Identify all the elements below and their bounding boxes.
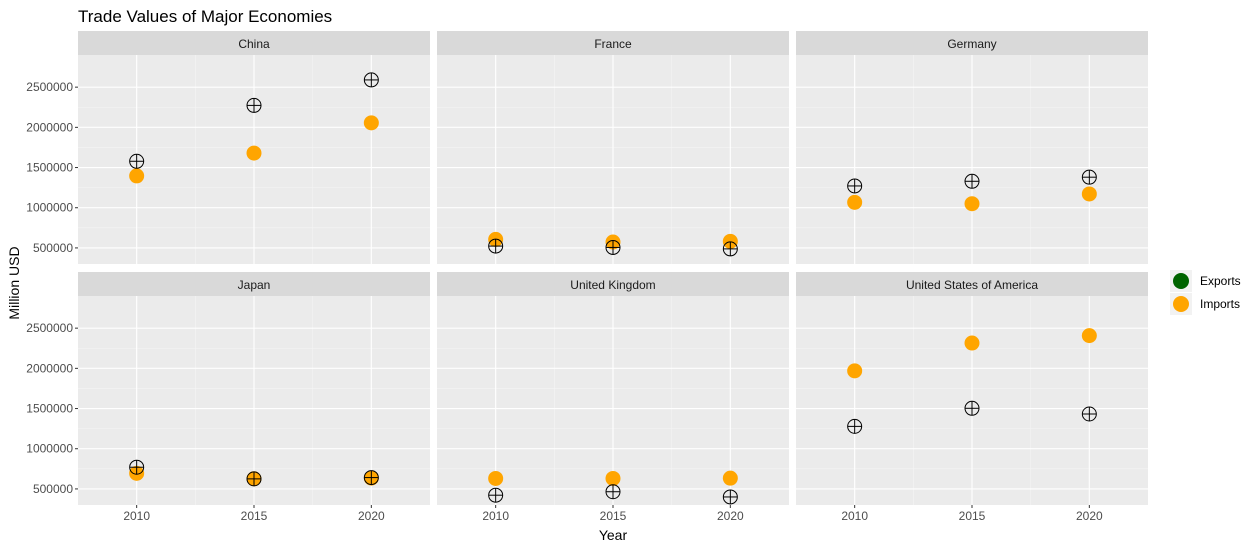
imports-point [488, 470, 504, 486]
exports-point [1081, 169, 1097, 185]
y-axis-title: Million USD [6, 246, 22, 319]
exports-point [605, 484, 621, 500]
x-tick-label: 2020 [717, 509, 744, 523]
legend-label: Imports [1200, 297, 1240, 311]
exports-point [363, 72, 379, 88]
y-tick-label: 1000000 [26, 442, 73, 456]
y-tick-label: 1500000 [26, 402, 73, 416]
panel: France [437, 31, 789, 264]
imports-point [129, 168, 145, 184]
exports-point [363, 470, 379, 486]
y-axes: 500000 1000000 1500000 2000000 2500000 500000… [26, 80, 78, 496]
strip-label: China [238, 37, 270, 51]
panel: United Kingdom [437, 272, 789, 505]
strip-label: United Kingdom [570, 278, 655, 292]
x-tick-label: 2015 [959, 509, 986, 523]
exports-point [847, 418, 863, 434]
strip-background [78, 272, 430, 296]
y-tick-label: 500000 [33, 482, 73, 496]
exports-point [488, 487, 504, 503]
strip-label: Japan [238, 278, 271, 292]
y-tick-label: 2000000 [26, 361, 73, 375]
imports-point [722, 233, 738, 249]
x-tick-label: 2010 [123, 509, 150, 523]
strip-label: France [594, 37, 632, 51]
x-axis-title: Year [599, 527, 628, 543]
imports-point [847, 363, 863, 379]
strip-background [437, 31, 789, 55]
legend-item: Imports [1170, 293, 1240, 315]
legend-swatch [1173, 273, 1189, 289]
exports-point [847, 178, 863, 194]
panel: Japan [78, 272, 430, 505]
y-tick-label: 1500000 [26, 161, 73, 175]
imports-point [722, 470, 738, 486]
exports-point [246, 97, 262, 113]
imports-point [964, 335, 980, 351]
panel: Germany [796, 31, 1148, 264]
imports-point [363, 115, 379, 131]
legend-label: Exports [1200, 274, 1241, 288]
x-tick-label: 2010 [841, 509, 868, 523]
exports-point [129, 153, 145, 169]
legend-swatch [1173, 296, 1189, 312]
strip-label: United States of America [906, 278, 1038, 292]
strip-background [437, 272, 789, 296]
legend-item: Exports [1170, 270, 1241, 292]
y-tick-label: 500000 [33, 241, 73, 255]
x-tick-label: 2010 [482, 509, 509, 523]
legend: Exports Imports [1170, 270, 1241, 315]
strip-background [78, 31, 430, 55]
exports-point [964, 400, 980, 416]
y-tick-label: 1000000 [26, 201, 73, 215]
imports-point [605, 470, 621, 486]
panel: United States of America [796, 272, 1148, 505]
imports-point [847, 194, 863, 210]
strip-background [796, 31, 1148, 55]
panel: China [78, 31, 430, 264]
exports-point [246, 471, 262, 487]
exports-point [722, 489, 738, 505]
facet-panels: China France Germany Japan United Kingdom Uni… [78, 31, 1148, 505]
chart-title: Trade Values of Major Economies [78, 7, 332, 26]
imports-point [1081, 186, 1097, 202]
imports-point [1081, 328, 1097, 344]
y-tick-label: 2500000 [26, 80, 73, 94]
y-tick-label: 2000000 [26, 120, 73, 134]
imports-point [246, 145, 262, 161]
x-axes: 2010 2015 2020 2010 2015 2020 2010 2015 2020 [123, 505, 1103, 523]
x-tick-label: 2015 [241, 509, 268, 523]
x-tick-label: 2020 [358, 509, 385, 523]
exports-point [964, 173, 980, 189]
exports-point [722, 241, 738, 257]
y-tick-label: 2500000 [26, 321, 73, 335]
exports-point [129, 459, 145, 475]
strip-label: Germany [947, 37, 996, 51]
strip-background [796, 272, 1148, 296]
imports-point [964, 196, 980, 212]
x-tick-label: 2020 [1076, 509, 1103, 523]
x-tick-label: 2015 [600, 509, 627, 523]
exports-point [605, 239, 621, 255]
exports-point [1081, 406, 1097, 422]
exports-point [488, 238, 504, 254]
